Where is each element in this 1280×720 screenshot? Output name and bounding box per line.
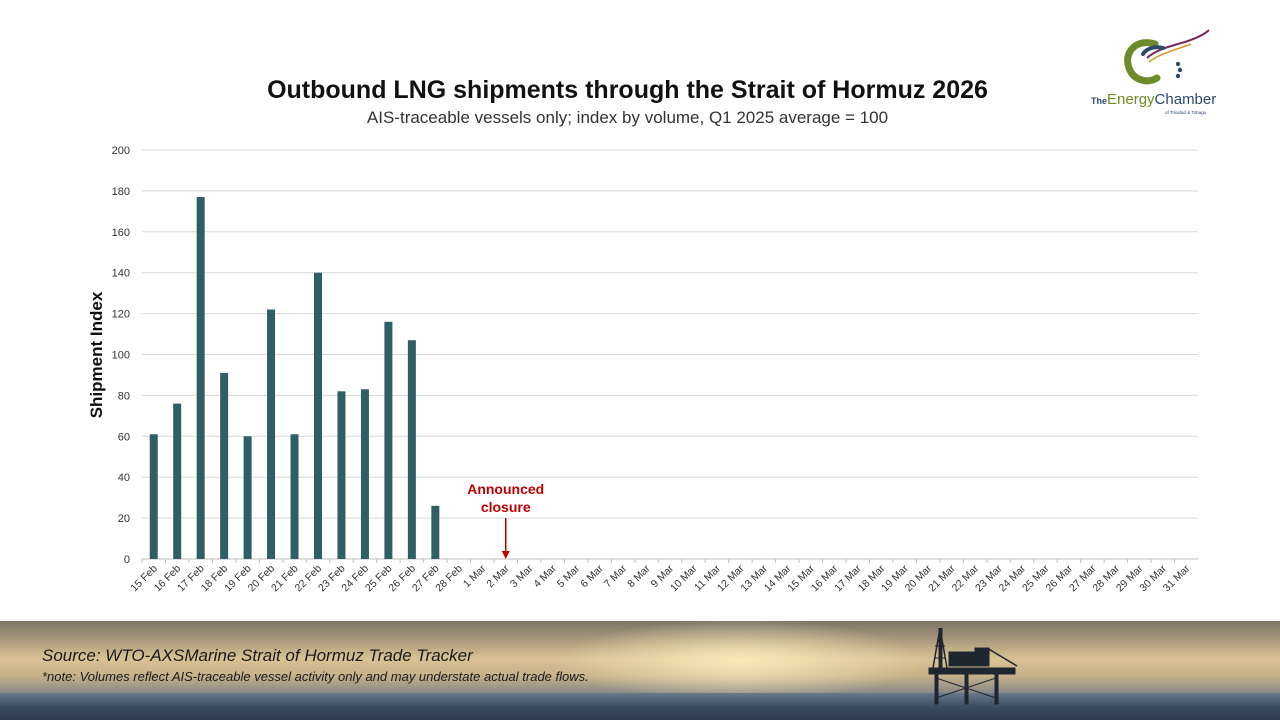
y-tick-label: 60 bbox=[118, 431, 130, 443]
oil-rig-icon bbox=[928, 628, 1018, 705]
source-text: Source: WTO-AXSMarine Strait of Hormuz T… bbox=[42, 646, 473, 665]
x-tick-label: 3 Mar bbox=[508, 562, 536, 590]
logo-mark: TheEnergyChamber of Trinidad & Tobago bbox=[1091, 29, 1216, 115]
x-tick-label: 2 Mar bbox=[484, 562, 512, 590]
annotation-arrow-head bbox=[501, 551, 510, 559]
y-tick-label: 180 bbox=[112, 186, 130, 198]
y-axis-ticks: 0 20 40 60 80 100 120 140 160 180 200 bbox=[112, 145, 130, 566]
y-tick-label: 0 bbox=[124, 554, 130, 566]
y-axis-label: Shipment Index bbox=[87, 291, 106, 418]
y-tick-label: 160 bbox=[112, 227, 130, 239]
bar bbox=[360, 389, 369, 559]
bar bbox=[149, 434, 158, 559]
y-tick-label: 40 bbox=[118, 472, 130, 484]
bar bbox=[337, 391, 346, 559]
y-tick-label: 140 bbox=[112, 268, 130, 280]
sea-band bbox=[0, 693, 1280, 720]
footer-banner bbox=[0, 621, 1280, 720]
closure-annotation: Announced closure bbox=[467, 481, 544, 559]
y-tick-label: 20 bbox=[118, 513, 130, 525]
x-tick-label: 8 Mar bbox=[625, 562, 653, 590]
chart-title: Outbound LNG shipments through the Strai… bbox=[267, 76, 988, 104]
x-tick-label: 7 Mar bbox=[602, 562, 630, 590]
bar bbox=[290, 434, 299, 559]
chart-subtitle: AIS-traceable vessels only; index by vol… bbox=[366, 108, 889, 127]
energy-chamber-logo: TheEnergyChamber of Trinidad & Tobago bbox=[1085, 28, 1235, 120]
x-tick-label: 4 Mar bbox=[531, 562, 559, 590]
y-tick-label: 100 bbox=[112, 350, 130, 362]
bar bbox=[220, 372, 229, 559]
bars bbox=[149, 197, 440, 559]
x-tick-label: 5 Mar bbox=[555, 562, 583, 590]
bar bbox=[431, 505, 440, 559]
bar bbox=[173, 403, 182, 559]
y-tick-label: 120 bbox=[112, 309, 130, 321]
svg-text:TheEnergyChamber: TheEnergyChamber bbox=[1091, 91, 1216, 108]
y-tick-label: 80 bbox=[118, 390, 130, 402]
bar bbox=[384, 321, 393, 559]
bar bbox=[267, 309, 276, 559]
bar bbox=[243, 436, 252, 559]
gridlines bbox=[142, 149, 1198, 560]
bar bbox=[407, 340, 416, 559]
x-tick-label: 28 Feb bbox=[433, 563, 465, 595]
x-tick-label: 31 Mar bbox=[1161, 562, 1193, 594]
annotation-line1: Announced bbox=[467, 481, 544, 497]
bar bbox=[196, 197, 205, 559]
bar bbox=[314, 272, 322, 559]
note-text: *note: Volumes reflect AIS-traceable ves… bbox=[42, 669, 589, 684]
x-tick-label: 6 Mar bbox=[578, 562, 606, 590]
annotation-line2: closure bbox=[481, 499, 531, 515]
x-tick-label: 1 Mar bbox=[461, 562, 489, 590]
y-tick-label: 200 bbox=[112, 145, 130, 157]
logo-subline: of Trinidad & Tobago bbox=[1165, 110, 1207, 115]
